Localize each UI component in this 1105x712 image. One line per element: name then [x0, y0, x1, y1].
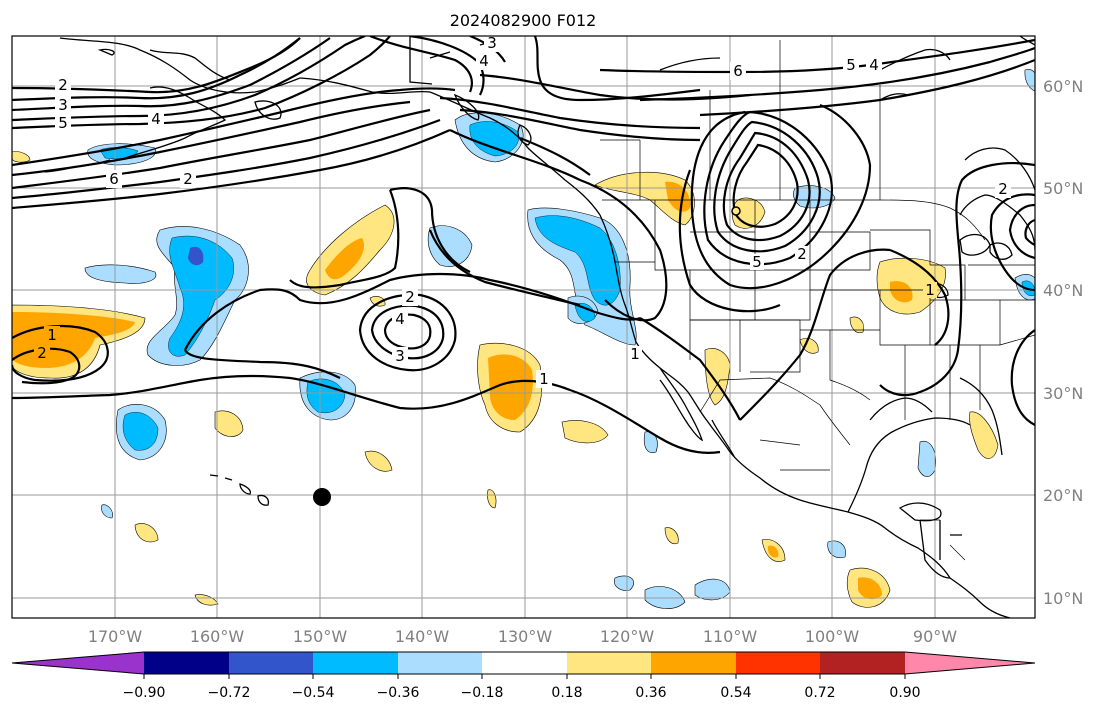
- colorbar-tick-label: 0.36: [635, 685, 666, 701]
- contour-label: 1: [925, 281, 935, 299]
- lon-label: 90°W: [913, 627, 957, 646]
- contour-label: 4: [151, 110, 161, 128]
- colorbar-tick-label: −0.54: [292, 685, 335, 701]
- latitude-labels: 60°N 50°N 40°N 30°N 20°N 10°N: [1043, 77, 1083, 608]
- contour-label: 1: [47, 326, 57, 344]
- contour-label: 1: [539, 370, 549, 388]
- lat-label: 10°N: [1043, 589, 1083, 608]
- lat-label: 30°N: [1043, 384, 1083, 403]
- lat-label: 40°N: [1043, 281, 1083, 300]
- map-title: 2024082900 F012: [450, 11, 597, 30]
- colorbar-extend-high: [905, 652, 1035, 674]
- lon-label: 160°W: [190, 627, 245, 646]
- colorbar-segment: [651, 652, 736, 674]
- coastlines: [44, 36, 1035, 618]
- contours: [12, 36, 1035, 454]
- colorbar-tick-label: 0.18: [551, 685, 582, 701]
- colorbar-segment: [736, 652, 820, 674]
- contour-label: 6: [109, 170, 119, 188]
- lon-label: 120°W: [600, 627, 655, 646]
- lon-label: 100°W: [805, 627, 860, 646]
- contour-label: 3: [487, 34, 497, 52]
- lon-label: 110°W: [703, 627, 758, 646]
- lon-label: 170°W: [88, 627, 143, 646]
- contour-label: 4: [869, 56, 879, 74]
- map-graticule: [12, 36, 1035, 618]
- colorbar-segment: [482, 652, 567, 674]
- contour-label: 4: [395, 310, 405, 328]
- contour-label: 2: [405, 288, 415, 306]
- lon-label: 130°W: [498, 627, 553, 646]
- contour-label: 5: [58, 114, 68, 132]
- contour-label: 5: [846, 56, 856, 74]
- colorbar-segment: [820, 652, 905, 674]
- lat-label: 60°N: [1043, 77, 1083, 96]
- colorbar-segment: [313, 652, 398, 674]
- colorbar-tick-label: −0.72: [208, 685, 251, 701]
- contour-label: 6: [733, 62, 743, 80]
- colorbar-tick-label: 0.90: [889, 685, 920, 701]
- contour-labels: 2 3 5 4 6 2 6 5 4 3 4 2 4 3: [34, 34, 1011, 388]
- contour-label: 3: [58, 96, 68, 114]
- lon-label: 140°W: [395, 627, 450, 646]
- shading-medium-blue: [188, 246, 204, 266]
- map-panel: 2 3 5 4 6 2 6 5 4 3 4 2 4 3: [12, 34, 1035, 618]
- contour-label: 2: [37, 344, 47, 362]
- contour-label: 2: [797, 245, 807, 263]
- point-marker-icon: [731, 206, 741, 216]
- colorbar-segment: [144, 652, 229, 674]
- lon-label: 150°W: [293, 627, 348, 646]
- contour-label: 1: [630, 345, 640, 363]
- contour-label: 2: [58, 76, 68, 94]
- colorbar-tick-label: 0.54: [720, 685, 751, 701]
- storm-marker-icon: [313, 488, 331, 506]
- contour-label: 2: [998, 180, 1008, 198]
- contour-label: 2: [183, 170, 193, 188]
- colorbar-tick-label: −0.18: [461, 685, 504, 701]
- colorbar-tick-label: −0.90: [123, 685, 166, 701]
- longitude-labels: 170°W 160°W 150°W 140°W 130°W 120°W 110°…: [88, 627, 957, 646]
- lat-label: 50°N: [1043, 179, 1083, 198]
- map-frame: [11, 35, 1036, 619]
- contour-label: 4: [479, 52, 489, 70]
- colorbar-segment: [567, 652, 651, 674]
- contour-label: 5: [752, 253, 762, 271]
- colorbar-tick-label: −0.36: [377, 685, 420, 701]
- lat-label: 20°N: [1043, 486, 1083, 505]
- colorbar-tick-label: 0.72: [804, 685, 835, 701]
- colorbar: −0.90 −0.72 −0.54 −0.36 −0.18 0.18 0.36 …: [11, 651, 1036, 701]
- contour-label: 3: [395, 347, 405, 365]
- colorbar-extend-low: [12, 652, 144, 674]
- colorbar-segment: [398, 652, 482, 674]
- colorbar-segment: [229, 652, 313, 674]
